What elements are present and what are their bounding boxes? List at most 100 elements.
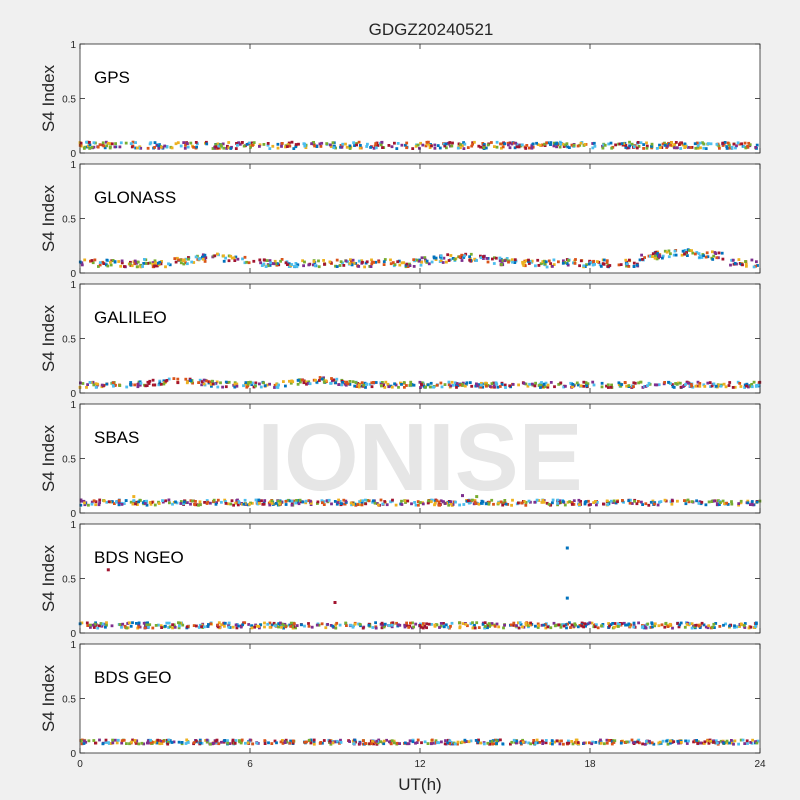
data-point <box>453 381 457 385</box>
data-point <box>694 384 698 388</box>
data-point <box>355 385 359 388</box>
data-point <box>549 141 553 144</box>
data-point <box>125 626 129 630</box>
data-point <box>474 384 478 388</box>
data-point <box>607 386 610 389</box>
data-point <box>641 258 644 261</box>
data-point <box>510 258 514 262</box>
data-point <box>318 142 322 146</box>
data-point <box>290 263 294 266</box>
data-point <box>442 622 445 625</box>
data-point <box>479 256 483 260</box>
data-point <box>436 741 439 744</box>
data-point <box>750 500 754 503</box>
data-point <box>288 144 292 148</box>
data-point <box>587 499 590 503</box>
data-point <box>421 626 425 630</box>
data-point <box>369 265 373 268</box>
data-point <box>422 383 425 386</box>
data-point <box>534 264 537 268</box>
data-point <box>329 741 333 744</box>
data-point <box>246 384 250 388</box>
data-point <box>130 145 134 149</box>
data-point <box>622 142 626 146</box>
data-point <box>529 621 533 625</box>
data-point <box>373 501 377 505</box>
data-point <box>210 384 213 388</box>
data-point <box>199 503 202 507</box>
data-point <box>460 253 464 257</box>
data-point <box>699 741 702 745</box>
data-point <box>534 624 537 628</box>
data-point <box>503 623 506 627</box>
data-point <box>671 383 674 386</box>
data-point <box>698 384 702 388</box>
data-point <box>406 265 410 268</box>
data-point <box>598 740 602 744</box>
data-point <box>295 624 299 627</box>
data-point <box>226 741 230 745</box>
data-point <box>105 500 109 504</box>
data-point <box>250 626 254 630</box>
data-point <box>752 265 756 269</box>
data-point <box>226 144 229 148</box>
data-point <box>522 625 526 629</box>
data-point <box>267 741 270 745</box>
data-point <box>507 260 510 264</box>
data-point <box>209 622 212 626</box>
data-point <box>333 144 336 148</box>
data-point <box>560 739 563 743</box>
data-point <box>690 249 693 252</box>
data-point <box>198 378 202 382</box>
data-point <box>402 381 406 384</box>
data-point <box>637 738 641 742</box>
data-point <box>163 144 167 148</box>
data-point <box>403 741 407 745</box>
data-point <box>351 258 355 262</box>
data-point <box>597 260 601 264</box>
data-point <box>361 626 365 630</box>
data-point <box>393 263 397 266</box>
data-point <box>254 384 257 388</box>
data-point <box>408 262 411 266</box>
data-point <box>229 502 233 506</box>
data-point <box>757 383 761 387</box>
data-point <box>209 501 212 505</box>
data-point <box>530 146 534 150</box>
data-point <box>521 625 524 629</box>
data-point <box>312 263 315 267</box>
data-point <box>670 141 673 144</box>
outlier-point <box>106 568 110 572</box>
data-point <box>711 625 714 629</box>
data-point <box>434 739 438 743</box>
data-point <box>633 381 637 385</box>
data-point <box>235 382 239 386</box>
data-point <box>391 621 395 625</box>
data-point <box>379 740 383 744</box>
data-point <box>595 503 598 507</box>
data-point <box>587 741 591 745</box>
data-point <box>243 498 247 502</box>
data-point <box>307 263 311 267</box>
data-point <box>416 738 420 742</box>
data-point <box>527 499 531 503</box>
data-point <box>322 376 325 380</box>
data-point <box>405 384 408 387</box>
data-point <box>358 741 362 745</box>
data-point <box>605 259 609 263</box>
data-point <box>105 258 109 262</box>
data-point <box>505 257 509 260</box>
data-point <box>671 385 675 389</box>
panel-label: GLONASS <box>94 188 176 207</box>
data-point <box>171 626 174 630</box>
data-point <box>511 498 514 502</box>
y-tick-label: 0.5 <box>62 95 76 106</box>
data-point <box>371 260 374 264</box>
data-point <box>751 503 755 507</box>
data-point <box>425 626 428 630</box>
data-point <box>731 386 735 389</box>
data-point <box>226 502 230 506</box>
data-point <box>707 741 711 745</box>
data-point <box>521 740 525 744</box>
